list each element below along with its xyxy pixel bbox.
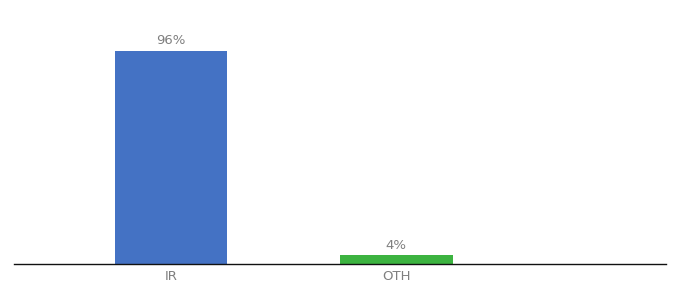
Bar — [340, 255, 453, 264]
Text: 4%: 4% — [386, 239, 407, 252]
Bar — [115, 51, 227, 264]
Text: 96%: 96% — [156, 34, 186, 47]
